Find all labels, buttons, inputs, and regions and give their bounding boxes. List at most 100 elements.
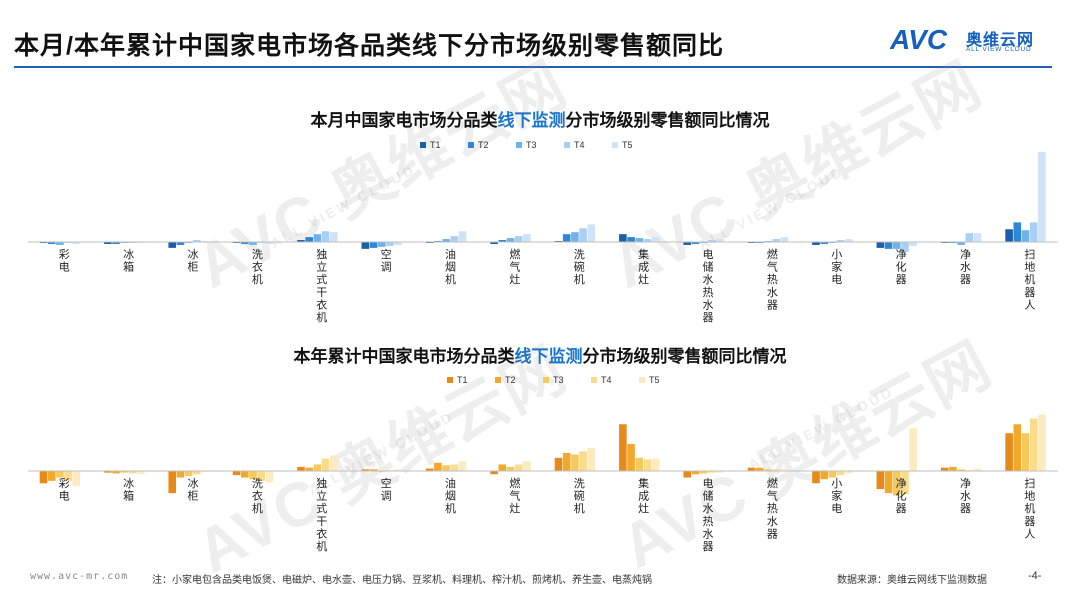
bar-t2 — [112, 471, 120, 474]
bar-t4 — [514, 464, 523, 471]
bar-t2 — [305, 467, 313, 471]
bar-t3 — [699, 471, 708, 474]
bar-t4 — [836, 240, 845, 242]
bar-t2 — [820, 471, 828, 480]
bar-t3 — [1021, 433, 1030, 471]
category-label: 空调 — [381, 476, 392, 503]
bar-t4 — [128, 471, 137, 474]
bar-t2 — [176, 471, 185, 478]
category-label: 集成灶 — [638, 476, 649, 515]
bar-t5 — [329, 455, 338, 471]
bar-t4 — [708, 240, 716, 242]
bar-t5 — [72, 242, 81, 244]
category-label: 洗碗机 — [574, 248, 585, 286]
bar-t5 — [909, 242, 917, 246]
legend-swatch-t2 — [495, 377, 501, 383]
bar-t4 — [965, 233, 974, 242]
bar-t5 — [523, 461, 531, 471]
bar-t2 — [756, 467, 764, 471]
bar-t2 — [884, 242, 893, 249]
bar-t2 — [562, 234, 571, 242]
bar-t3 — [957, 469, 965, 471]
bar-t2 — [1013, 424, 1022, 471]
bar-t3 — [377, 242, 386, 247]
avc-logo: AVC 奥维云网 ALL VIEW CLOUD — [890, 24, 1060, 58]
legend-swatch-t4 — [564, 142, 570, 148]
bar-t3 — [120, 471, 129, 473]
bar-t3 — [313, 464, 322, 471]
bar-t2 — [562, 452, 571, 471]
bar-t3 — [635, 457, 644, 471]
legend-swatch-t1 — [420, 142, 426, 148]
legend-swatch-t5 — [612, 142, 618, 148]
category-label: 净化器 — [896, 247, 907, 286]
chart-title-ytd: 本年累计中国家电市场分品类线下监测分市场级别零售额同比情况 — [293, 347, 787, 366]
legend-label-t2: T2 — [505, 375, 516, 385]
bar-t1 — [619, 234, 627, 242]
bar-t1 — [490, 471, 498, 475]
bar-t5 — [1038, 151, 1046, 242]
bar-t4 — [1029, 418, 1038, 471]
bar-t2 — [949, 466, 957, 471]
bar-t1 — [104, 242, 112, 244]
bar-t4 — [193, 471, 201, 475]
category-label: 空调 — [381, 247, 392, 274]
page-title: 本月/本年累计中国家电市场各品类线下分市场级别零售额同比 — [14, 32, 724, 60]
bar-t4 — [708, 471, 716, 473]
bar-t5 — [651, 237, 660, 242]
bar-t3 — [56, 471, 64, 478]
chart-title-monthly: 本月中国家电市场分品类线下监测分市场级别零售额同比情况 — [310, 111, 770, 130]
category-label: 洗碗机 — [574, 477, 585, 515]
bar-t2 — [112, 242, 120, 244]
bar-t2 — [1013, 222, 1022, 242]
bar-t3 — [184, 471, 193, 476]
legend-swatch-t4 — [591, 377, 597, 383]
bar-t4 — [579, 451, 587, 471]
bar-t3 — [313, 234, 322, 242]
bar-t5 — [780, 468, 789, 471]
bar-t3 — [635, 238, 644, 242]
bar-t2 — [47, 242, 56, 244]
category-label: 洗衣机 — [252, 477, 263, 515]
bar-t1 — [490, 242, 498, 244]
bar-t1 — [1005, 433, 1013, 471]
legend-label-t5: T5 — [649, 375, 660, 385]
bar-t1 — [168, 242, 177, 248]
bar-t1 — [39, 471, 48, 484]
category-label: 扫地机器人 — [1024, 248, 1035, 311]
bar-t4 — [321, 458, 330, 471]
bar-t3 — [442, 239, 450, 242]
category-label: 冰柜 — [187, 248, 198, 274]
bar-t5 — [136, 471, 145, 475]
legend-label-t1: T1 — [430, 140, 441, 150]
ytd-yoy-bar-chart: T1 T2 T3 T4 T5 彩电 冰箱 冰柜 洗衣机 独立式干衣机 空调 油烟机 燃气灶 洗碗机 集成灶 电… — [28, 375, 1058, 553]
bar-t2 — [498, 240, 507, 242]
legend-label-t2: T2 — [478, 140, 489, 150]
bar-t5 — [587, 448, 596, 471]
avc-logo-mark: AVC — [890, 24, 948, 54]
bar-t4 — [836, 471, 845, 476]
bar-t5 — [265, 471, 274, 483]
footer-data-source: 数据来源：奥维云网线下监测数据 — [837, 575, 987, 586]
category-label: 彩电 — [59, 248, 70, 274]
bar-t1 — [812, 471, 820, 484]
bar-t2 — [369, 469, 378, 471]
bar-t5 — [523, 234, 531, 242]
category-label: 净水器 — [960, 476, 971, 515]
bar-t5 — [716, 471, 724, 473]
bar-t1 — [554, 457, 563, 471]
bar-t3 — [764, 469, 772, 471]
category-label: 电储水热水器 — [702, 248, 713, 324]
bar-t5 — [265, 242, 274, 244]
category-label: 冰箱 — [123, 477, 134, 503]
bar-t2 — [241, 471, 249, 478]
bar-t1 — [940, 467, 949, 471]
bar-t3 — [957, 242, 965, 245]
bar-t3 — [892, 471, 901, 496]
footer-website[interactable]: www.avc-mr.com — [30, 571, 129, 582]
bar-t5 — [394, 469, 402, 471]
bar-t3 — [571, 232, 579, 242]
legend-label-t3: T3 — [526, 140, 537, 150]
category-label: 电储水热水器 — [702, 477, 713, 553]
bar-t5 — [973, 233, 982, 242]
